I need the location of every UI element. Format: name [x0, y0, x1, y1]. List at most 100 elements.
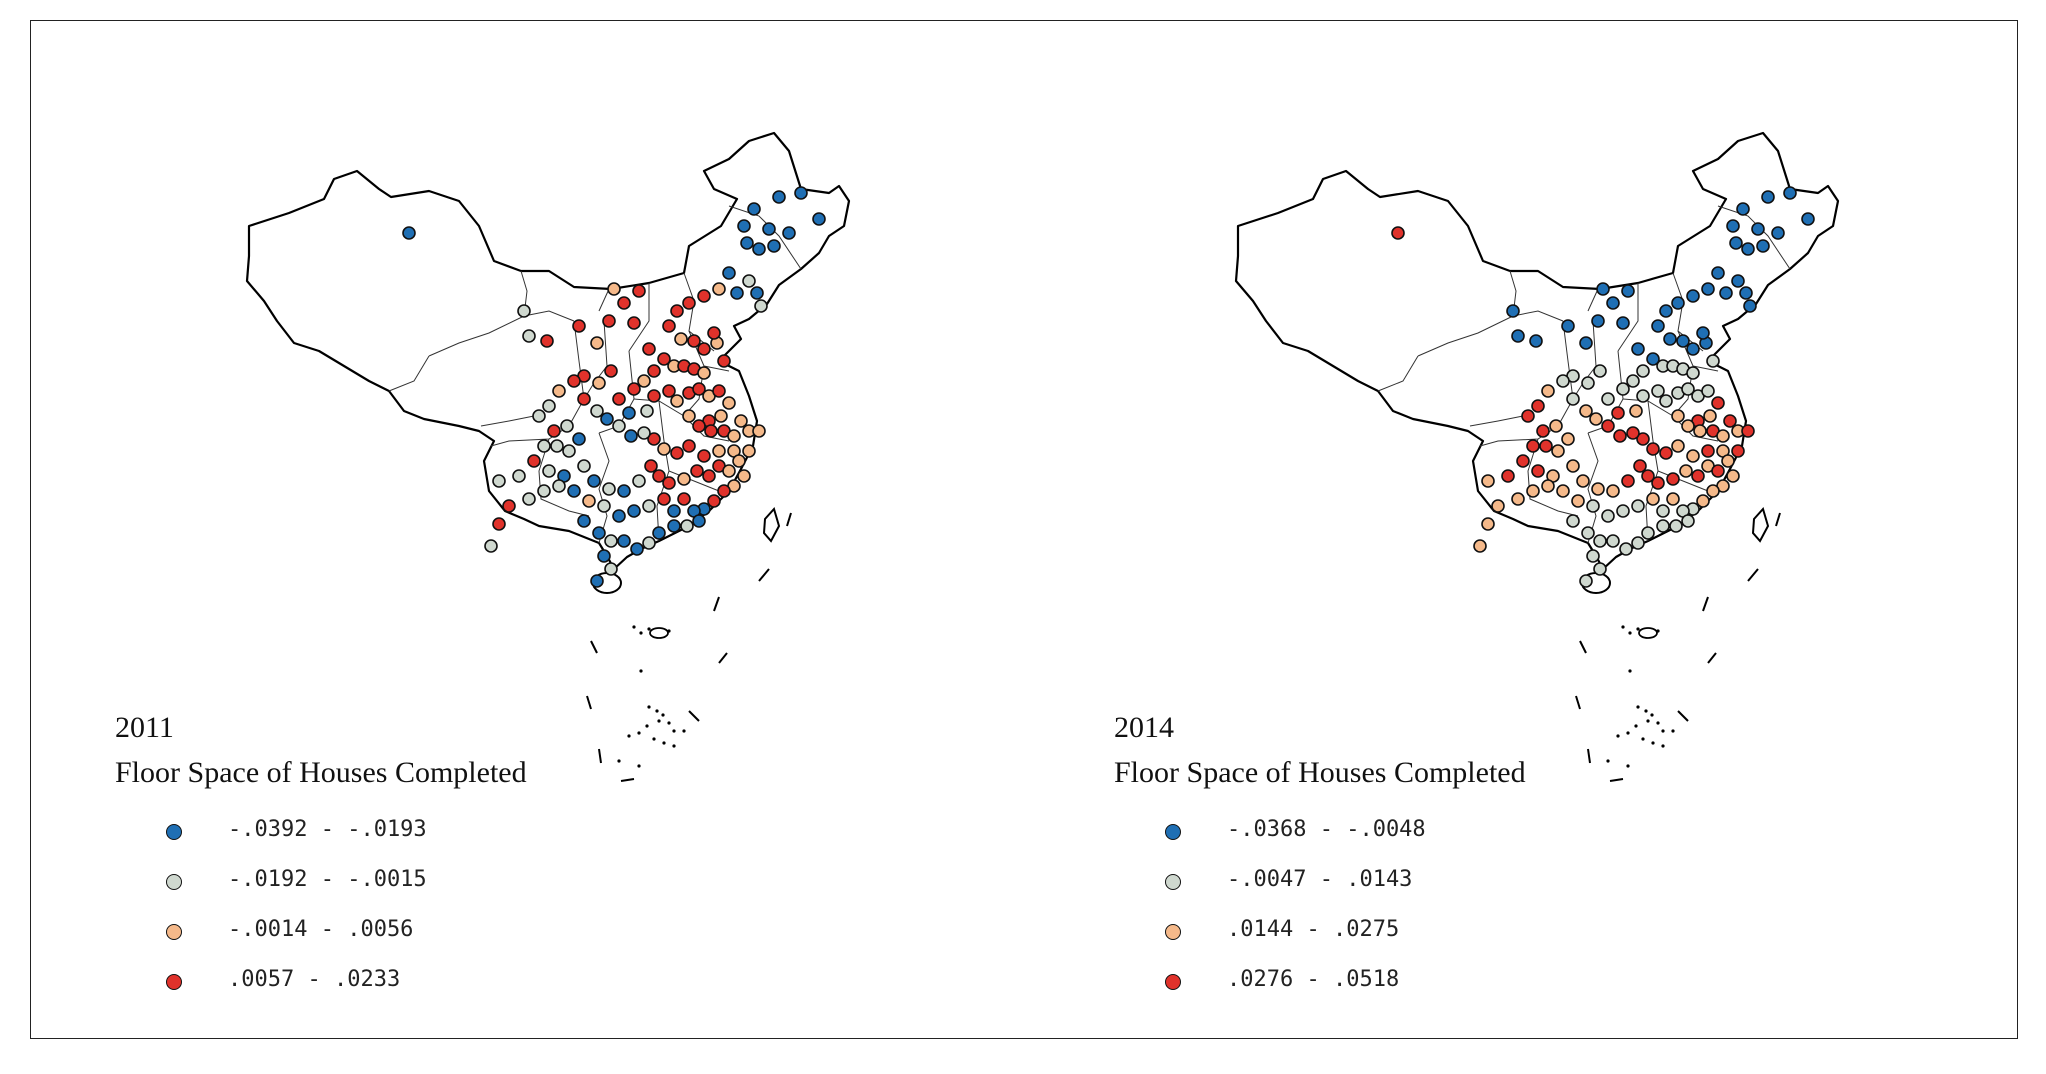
- city-marker: [677, 492, 691, 506]
- city-marker: [552, 384, 566, 398]
- city-marker: [1669, 519, 1683, 533]
- province-border: [388, 355, 430, 392]
- province-border: [628, 283, 650, 352]
- city-marker: [1691, 469, 1705, 483]
- city-marker: [662, 319, 676, 333]
- city-marker: [1743, 299, 1757, 313]
- city-marker: [1636, 389, 1650, 403]
- island-dot: [617, 759, 621, 763]
- city-marker: [1666, 472, 1680, 486]
- city-marker: [652, 469, 666, 483]
- island-dot: [627, 734, 631, 738]
- city-marker: [707, 494, 721, 508]
- city-marker: [1676, 334, 1690, 348]
- city-marker: [567, 374, 581, 388]
- city-marker: [637, 426, 651, 440]
- maritime-boundary-dash: [586, 695, 592, 710]
- map-layer: [1234, 131, 1840, 782]
- maritime-boundary-dash: [1702, 596, 1709, 612]
- city-marker: [1619, 542, 1633, 556]
- province-border: [683, 272, 715, 352]
- maritime-boundary-dash: [758, 568, 770, 582]
- city-marker: [1686, 342, 1700, 356]
- city-marker: [687, 334, 701, 348]
- city-marker: [1631, 499, 1645, 513]
- maritime-boundary-dash: [713, 596, 720, 612]
- island-dot: [1646, 719, 1650, 723]
- city-marker: [697, 289, 711, 303]
- city-marker: [1659, 304, 1673, 318]
- city-marker: [1536, 424, 1550, 438]
- legend-label: .0057 - .0233: [228, 967, 401, 992]
- city-marker: [1581, 376, 1595, 390]
- city-marker: [617, 484, 631, 498]
- city-marker: [1549, 419, 1563, 433]
- island-dot: [637, 731, 641, 735]
- map-layer: [245, 131, 851, 782]
- city-marker: [692, 419, 706, 433]
- legend-swatch: [1165, 874, 1181, 890]
- city-marker: [642, 536, 656, 550]
- city-marker: [732, 454, 746, 468]
- island-dot: [1636, 627, 1640, 631]
- city-marker: [762, 222, 776, 236]
- city-marker: [677, 472, 691, 486]
- city-marker: [1739, 286, 1753, 300]
- city-marker: [1579, 574, 1593, 588]
- city-marker: [667, 504, 681, 518]
- province-border: [480, 415, 535, 427]
- city-marker: [1679, 464, 1693, 478]
- city-marker: [604, 364, 618, 378]
- province-border: [598, 288, 610, 312]
- city-marker: [1526, 439, 1540, 453]
- maritime-boundary-dash: [1677, 710, 1689, 722]
- city-marker: [532, 409, 546, 423]
- city-marker: [627, 316, 641, 330]
- province-border: [1587, 288, 1599, 312]
- city-marker: [1711, 396, 1725, 410]
- city-marker: [640, 404, 654, 418]
- city-marker: [582, 494, 596, 508]
- city-marker: [1576, 474, 1590, 488]
- island-dot: [637, 764, 641, 768]
- city-marker: [622, 406, 636, 420]
- city-marker: [1551, 444, 1565, 458]
- city-marker: [1696, 494, 1710, 508]
- island-dot: [662, 741, 666, 745]
- maritime-boundary-dash: [1707, 652, 1717, 664]
- province-border: [1527, 438, 1579, 517]
- city-marker: [1566, 514, 1580, 528]
- city-marker: [702, 469, 716, 483]
- legend-label: -.0047 - .0143: [1227, 867, 1413, 892]
- map-panel-2011: 2011 Floor Space of Houses Completed -.0…: [30, 20, 1028, 1039]
- city-marker: [627, 382, 641, 396]
- city-marker: [624, 429, 638, 443]
- city-marker: [742, 274, 756, 288]
- legend-swatch: [166, 974, 182, 990]
- city-marker: [522, 329, 536, 343]
- city-marker: [527, 454, 541, 468]
- city-marker: [560, 419, 574, 433]
- city-marker: [1741, 242, 1755, 256]
- maritime-boundary-dash: [598, 748, 602, 764]
- city-marker: [1566, 459, 1580, 473]
- city-marker: [1659, 446, 1673, 460]
- city-marker: [1761, 190, 1775, 204]
- city-marker: [737, 219, 751, 233]
- country-outline: [245, 131, 851, 571]
- maritime-boundary-dash: [620, 778, 635, 782]
- province-border: [538, 438, 590, 517]
- island-dot: [1606, 759, 1610, 763]
- island-dot: [1621, 625, 1625, 629]
- city-marker: [1631, 536, 1645, 550]
- city-marker: [1711, 464, 1725, 478]
- city-marker: [707, 326, 721, 340]
- island-outline: [1638, 627, 1658, 639]
- city-marker: [647, 389, 661, 403]
- city-marker: [627, 504, 641, 518]
- city-marker: [502, 499, 516, 513]
- city-marker: [562, 444, 576, 458]
- maritime-boundary-dash: [1575, 695, 1581, 710]
- maritime-boundary-dash: [1579, 640, 1587, 654]
- city-marker: [522, 492, 536, 506]
